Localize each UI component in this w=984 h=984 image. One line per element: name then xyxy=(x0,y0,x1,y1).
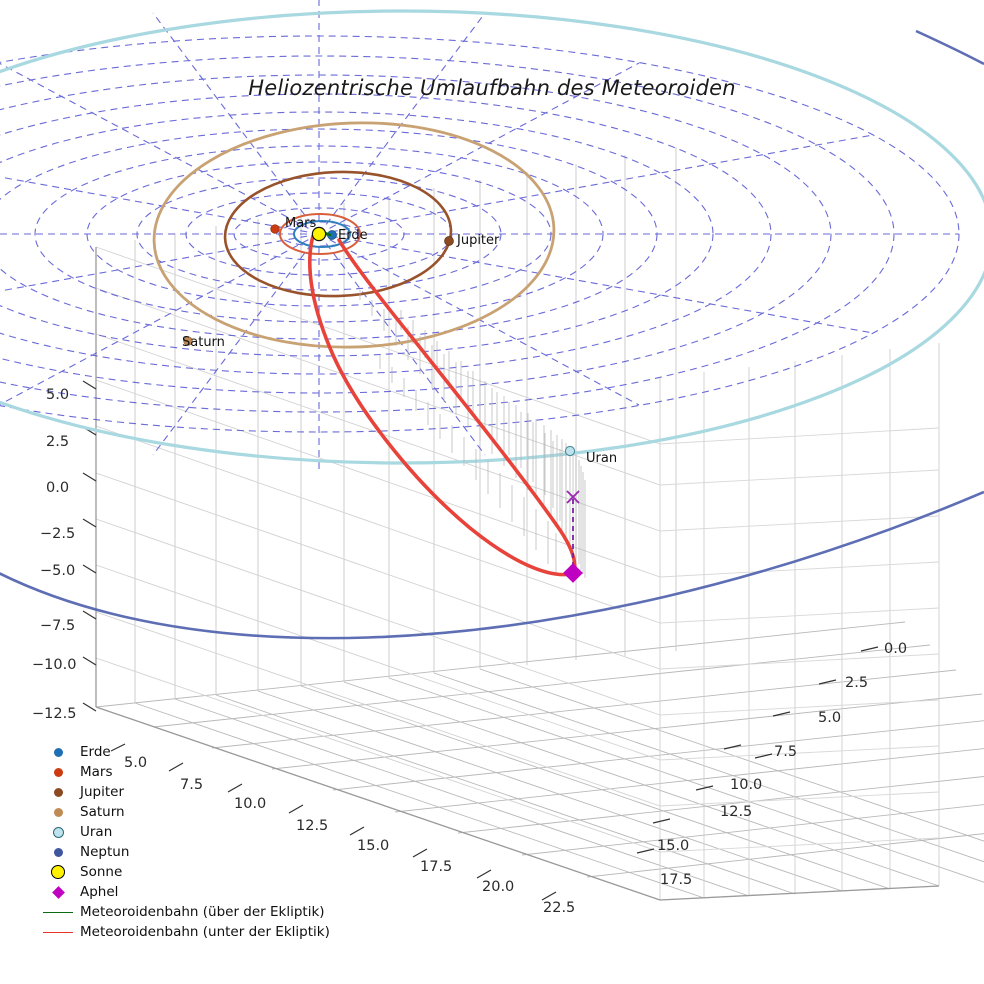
label-saturn: Saturn xyxy=(182,335,225,350)
legend-item-neptun[interactable]: Neptun xyxy=(36,842,366,862)
legend-item-saturn[interactable]: Saturn xyxy=(36,802,366,822)
mars-marker-icon xyxy=(36,767,80,777)
legend-item-mars[interactable]: Mars xyxy=(36,762,366,782)
legend-item-bahn-unter[interactable]: Meteoroidenbahn (unter der Ekliptik) xyxy=(36,922,366,942)
y-tick-3: 7.5 xyxy=(774,744,798,760)
neptun-marker-icon xyxy=(36,847,80,857)
marker-saturn xyxy=(183,336,193,346)
legend-item-aphel[interactable]: Aphel xyxy=(36,882,366,902)
legend: Erde Mars Jupiter Saturn Uran xyxy=(36,742,366,942)
label-erde: Erde xyxy=(338,228,368,243)
x-tick-7: 22.5 xyxy=(543,900,576,916)
y-tick-0: 0.0 xyxy=(884,641,908,657)
orbit-mars xyxy=(279,213,361,255)
legend-label-jupiter: Jupiter xyxy=(80,784,125,800)
y-tick-1: 2.5 xyxy=(845,675,869,691)
plot-title: Heliozentrische Umlaufbahn des Meteoroid… xyxy=(248,76,736,100)
legend-label-neptun: Neptun xyxy=(80,844,130,860)
legend-label-bahn-ueber: Meteoroidenbahn (über der Ekliptik) xyxy=(80,904,325,920)
sonne-erde-connector xyxy=(325,232,332,237)
y-tick-7: 17.5 xyxy=(660,872,693,888)
y-axis-bottom-spine xyxy=(659,885,940,901)
legend-label-mars: Mars xyxy=(80,764,113,780)
label-uran: Uran xyxy=(586,451,618,466)
orbit-saturn xyxy=(152,121,556,349)
bahn-ueber-line-icon xyxy=(36,911,80,913)
orbit-jupiter xyxy=(223,170,453,298)
aphel-marker-icon xyxy=(36,885,80,899)
x-axis-spine xyxy=(95,706,661,901)
marker-mars xyxy=(270,224,280,234)
legend-label-bahn-unter: Meteoroidenbahn (unter der Ekliptik) xyxy=(80,924,330,940)
x-tick-6: 20.0 xyxy=(482,879,515,895)
ecliptic-polar-grid xyxy=(0,0,960,472)
marker-aphel xyxy=(563,563,583,583)
bahn-unter-line-icon xyxy=(36,931,80,933)
legend-item-uran[interactable]: Uran xyxy=(36,822,366,842)
saturn-marker-icon xyxy=(36,807,80,817)
z-tick-7: −12.5 xyxy=(32,706,77,722)
y-tick-6: 15.0 xyxy=(657,838,690,854)
aphel-projection-cross xyxy=(566,490,580,504)
label-jupiter: Jupiter xyxy=(457,233,500,248)
x-tick-3: 12.5 xyxy=(296,818,329,834)
axis-spines xyxy=(95,247,940,901)
erde-marker-icon xyxy=(36,747,80,757)
x-tick-2: 10.0 xyxy=(234,796,267,812)
x-tick-1: 7.5 xyxy=(180,777,204,793)
legend-item-jupiter[interactable]: Jupiter xyxy=(36,782,366,802)
z-tick-0: 5.0 xyxy=(46,387,70,403)
y-tick-4: 10.0 xyxy=(730,777,763,793)
jupiter-marker-icon xyxy=(36,787,80,797)
orbit-neptun xyxy=(0,490,984,640)
legend-label-erde: Erde xyxy=(80,744,111,760)
orbit-neptun-top xyxy=(915,29,984,66)
x-axis-ticks xyxy=(110,743,557,901)
z-tick-2: 0.0 xyxy=(46,480,70,496)
orbit-erde xyxy=(293,220,351,248)
sonne-marker-icon xyxy=(36,865,80,879)
body-markers xyxy=(183,224,583,583)
y-axis-ticks xyxy=(636,646,879,854)
uran-marker-icon xyxy=(36,826,80,838)
right-pane-grid xyxy=(659,343,940,900)
z-tick-3: −2.5 xyxy=(40,526,76,542)
legend-item-erde[interactable]: Erde xyxy=(36,742,366,762)
z-tick-5: −7.5 xyxy=(40,618,76,634)
z-axis-ticks xyxy=(82,380,97,712)
marker-jupiter xyxy=(444,236,454,246)
z-tick-1: 2.5 xyxy=(46,434,70,450)
legend-label-aphel: Aphel xyxy=(80,884,119,900)
z-tick-6: −10.0 xyxy=(32,657,77,673)
legend-label-uran: Uran xyxy=(80,824,113,840)
legend-label-saturn: Saturn xyxy=(80,804,125,820)
x-tick-5: 17.5 xyxy=(420,859,453,875)
marker-sonne xyxy=(311,226,327,242)
label-mars: Mars xyxy=(285,216,317,231)
marker-uran xyxy=(564,445,576,457)
y-tick-2: 5.0 xyxy=(818,710,842,726)
x-tick-4: 15.0 xyxy=(357,838,390,854)
z-tick-4: −5.0 xyxy=(40,563,76,579)
back-pane-z-levels-right xyxy=(659,427,940,901)
floor-grid xyxy=(95,621,984,901)
orbit-uran xyxy=(0,9,984,465)
meteoroid-orbit-below xyxy=(308,234,577,577)
legend-item-bahn-ueber[interactable]: Meteoroidenbahn (über der Ekliptik) xyxy=(36,902,366,922)
x-tick-0: 5.0 xyxy=(124,755,148,771)
y-tick-5: 12.5 xyxy=(720,804,753,820)
legend-item-sonne[interactable]: Sonne xyxy=(36,862,366,882)
legend-label-sonne: Sonne xyxy=(80,864,123,880)
